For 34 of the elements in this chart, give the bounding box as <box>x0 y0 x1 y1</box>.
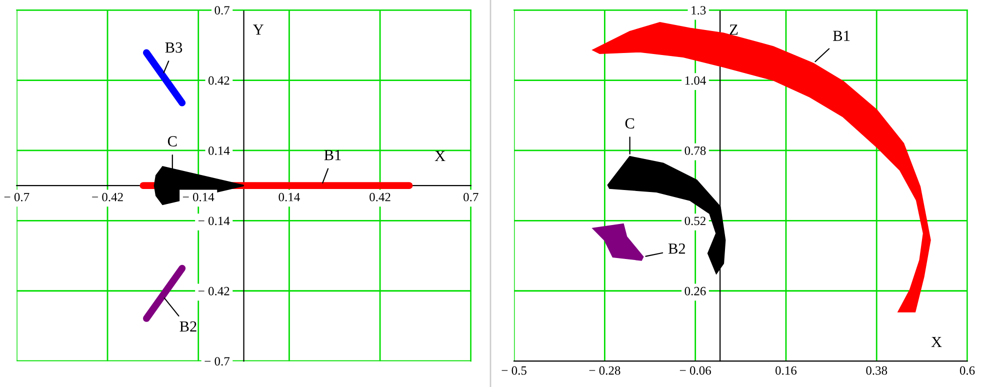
annotation: B3 <box>165 42 182 53</box>
x-tick-label: − 0.5 <box>502 366 526 375</box>
x-tick-label: 0.38 <box>866 366 888 375</box>
y-tick-label: − 0.14 <box>198 216 230 226</box>
annotation: B2 <box>668 243 685 254</box>
x-tick-label: 0.7 <box>464 192 478 202</box>
annotation: B1 <box>833 30 850 41</box>
x-axis-title: X <box>434 150 446 161</box>
y-axis-title: Z <box>730 24 738 35</box>
x-tick-label: − 0.28 <box>589 366 620 375</box>
y-tick-label: 0.26 <box>684 286 706 296</box>
x-tick-label: 0.6 <box>960 366 975 375</box>
x-tick-label: − 0.06 <box>680 366 711 375</box>
x-tick-label: 0.42 <box>370 192 390 202</box>
y-tick-label: 1.3 <box>692 6 706 15</box>
x-tick-label: − 0.42 <box>92 192 123 202</box>
y-tick-label: 0.42 <box>208 76 230 85</box>
annotation: B1 <box>324 150 341 160</box>
x-tick-label: − 0.7 <box>4 192 30 202</box>
annotation: B2 <box>180 321 196 332</box>
annotation: C <box>168 136 177 146</box>
x-tick-label: − 0.14 <box>182 192 214 202</box>
y-tick-label: − 0.7 <box>204 357 230 366</box>
y-tick-label: 0.52 <box>684 216 706 226</box>
annotation: C <box>625 118 634 129</box>
y-tick-label: 0.7 <box>214 6 230 15</box>
y-tick-label: 0.78 <box>684 146 706 155</box>
y-tick-label: 0.14 <box>208 146 230 155</box>
y-tick-label: − 0.42 <box>198 286 230 296</box>
x-axis-title: X <box>931 337 942 348</box>
x-tick-label: 0.16 <box>776 366 797 375</box>
x-tick-label: 0.14 <box>278 192 300 202</box>
y-tick-label: 1.04 <box>685 76 706 85</box>
y-axis-title: Y <box>253 24 264 35</box>
